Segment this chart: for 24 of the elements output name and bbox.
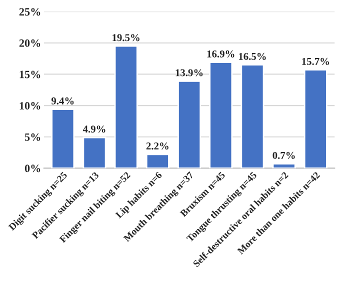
data-label: 19.5% xyxy=(112,34,140,42)
data-label: 4.9% xyxy=(82,126,106,133)
bar xyxy=(240,64,264,168)
bar xyxy=(209,62,233,168)
bar xyxy=(272,163,296,168)
y-tick-label: 20% xyxy=(19,39,40,47)
y-tick-label: 25% xyxy=(19,8,40,16)
y-tick-label: 5% xyxy=(24,133,40,141)
data-label: 0.7% xyxy=(272,152,295,159)
bar xyxy=(114,45,138,168)
y-tick-label: 0% xyxy=(24,164,40,172)
bar xyxy=(304,69,328,168)
data-label: 16.5% xyxy=(238,52,266,60)
bar xyxy=(51,108,75,168)
data-label: 2.2% xyxy=(146,142,168,150)
bar xyxy=(146,154,170,168)
data-label: 13.9% xyxy=(176,69,203,76)
data-label: 9.4% xyxy=(51,97,74,104)
y-tick-label: 10% xyxy=(20,102,40,110)
data-label: 16.9% xyxy=(207,50,234,58)
y-tick-label: 15% xyxy=(20,70,40,78)
bar xyxy=(82,136,106,168)
data-label: 15.7% xyxy=(302,58,330,66)
bar xyxy=(178,80,202,168)
